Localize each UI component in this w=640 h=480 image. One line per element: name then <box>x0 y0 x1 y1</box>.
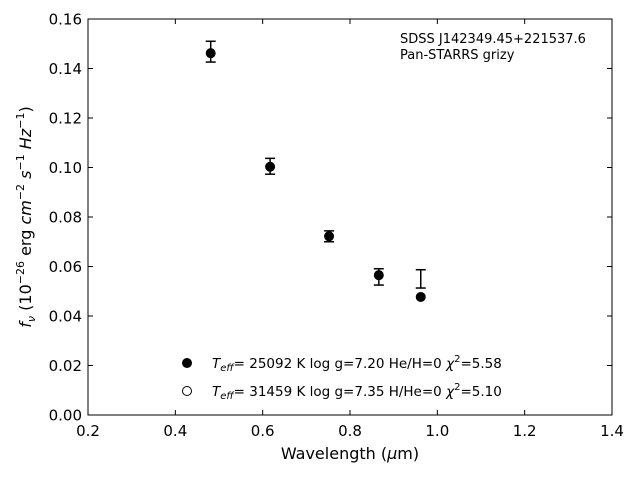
x-tick-label: 0.4 <box>163 422 187 440</box>
data-points <box>205 48 426 302</box>
annotation-object-name: SDSS J142349.45+221537.6 <box>400 32 586 47</box>
x-tick-label: 1.2 <box>513 422 537 440</box>
y-tick-label: 0.02 <box>49 357 82 375</box>
x-tick-label: 0.6 <box>251 422 275 440</box>
y-tick-label: 0.14 <box>49 60 82 78</box>
y-tick-label: 0.06 <box>49 258 82 276</box>
y-tick-label: 0.10 <box>49 159 82 177</box>
y-axis-label: fν (10−26 erg cm−2 s−1 Hz−1) <box>14 106 38 327</box>
x-tick-label: 1.0 <box>425 422 449 440</box>
y-tick-label: 0.08 <box>49 209 82 227</box>
y-tick-label: 0.16 <box>49 11 82 29</box>
legend-entry: Teff= 31459 K log g=7.35 H/He=0 χ2=5.10 <box>212 382 502 402</box>
data-point <box>373 270 384 281</box>
annotation-survey: Pan-STARRS grizy <box>400 48 515 63</box>
data-point <box>415 291 426 302</box>
legend-marker <box>182 386 192 396</box>
y-tick-label: 0.12 <box>49 110 82 128</box>
legend: Teff= 25092 K log g=7.20 He/H=0 χ2=5.58 T… <box>182 354 502 402</box>
x-tick-label: 1.4 <box>600 422 624 440</box>
legend-marker <box>182 358 192 368</box>
y-tick-label: 0.00 <box>49 407 82 425</box>
x-tick-label: 0.8 <box>338 422 362 440</box>
legend-entry: Teff= 25092 K log g=7.20 He/H=0 χ2=5.58 <box>212 354 502 374</box>
data-point <box>324 231 335 242</box>
y-tick-label: 0.04 <box>49 308 82 326</box>
data-point <box>205 48 216 59</box>
x-tick-label: 0.2 <box>76 422 100 440</box>
error-bars <box>205 40 426 289</box>
x-axis-label: Wavelength (μm) <box>281 444 419 463</box>
axis-ticks: 0.2 0.4 0.6 0.8 1.0 1.2 1.4 0.00 0.02 0.04 0.06 0.0… <box>49 11 624 441</box>
data-point <box>265 161 276 172</box>
